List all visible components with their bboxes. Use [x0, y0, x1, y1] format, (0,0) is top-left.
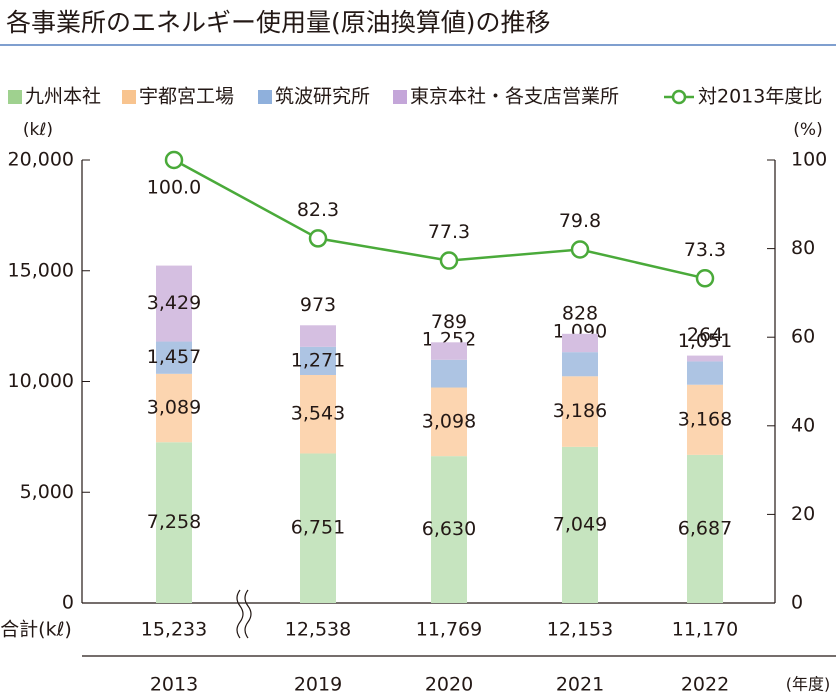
line-label: 73.3 [684, 239, 726, 261]
x-tick-label: 2019 [294, 674, 342, 696]
legend-label: 宇都宮工場 [139, 86, 234, 108]
bar-segment [431, 342, 467, 360]
bar-segment [687, 355, 723, 362]
y-tick-label: 5,000 [20, 481, 74, 503]
legend-label: 九州本社 [25, 86, 101, 108]
y-tick-label: 0 [62, 592, 74, 614]
data-label: 3,098 [422, 410, 476, 432]
total-label: 11,170 [672, 619, 738, 641]
line-marker [164, 150, 184, 170]
data-label: 973 [300, 294, 336, 316]
data-label: 789 [431, 311, 467, 333]
y2-tick-label: 0 [791, 592, 803, 614]
bar-segment [562, 446, 598, 603]
bar-segment [156, 442, 192, 603]
data-label: 1,271 [291, 349, 345, 371]
data-label: 7,049 [553, 513, 607, 535]
y2-tick-label: 20 [791, 503, 815, 525]
total-label: 11,769 [416, 619, 482, 641]
y2-unit: (%) [793, 120, 822, 140]
data-label: 3,168 [678, 408, 732, 430]
totals-label: 合計(kℓ) [0, 619, 72, 641]
legend-label: 筑波研究所 [275, 86, 370, 108]
bar-segment [562, 376, 598, 447]
line-marker [439, 251, 459, 270]
y2-tick-label: 40 [791, 414, 815, 436]
axis-break [236, 589, 252, 639]
legend-swatch [122, 90, 136, 104]
line-label: 77.3 [428, 221, 470, 243]
y-tick-label: 10,000 [8, 370, 74, 392]
data-label: 828 [562, 302, 598, 324]
data-label: 1,457 [147, 346, 201, 368]
data-label: 264 [687, 324, 723, 346]
bar-segment [300, 453, 336, 603]
bar-segment [300, 346, 336, 375]
line-label: 82.3 [297, 199, 339, 221]
legend-swatch [258, 90, 272, 104]
line-label: 79.8 [559, 210, 601, 232]
total-label: 12,153 [547, 619, 613, 641]
y-unit: (kℓ) [23, 120, 53, 140]
x-tick-label: 2021 [556, 674, 604, 696]
x-tick-label: 2020 [425, 674, 473, 696]
bar-segment [562, 333, 598, 353]
y-tick-label: 15,000 [8, 259, 74, 281]
data-label: 6,751 [291, 517, 345, 539]
total-label: 12,538 [285, 619, 351, 641]
bar-segment [156, 341, 192, 374]
data-label: 3,186 [553, 400, 607, 422]
total-label: 15,233 [141, 619, 207, 641]
data-label: 1,051 [678, 330, 732, 352]
bar-segment [156, 265, 192, 342]
bar-segment [300, 374, 336, 454]
data-label: 3,543 [291, 403, 345, 425]
line-series [173, 158, 706, 280]
chart-title: 各事業所のエネルギー使用量(原油換算値)の推移 [6, 8, 551, 37]
legend-label: 東京本社・各支店営業所 [410, 86, 619, 108]
bar-segment [687, 384, 723, 455]
legend-marker [671, 89, 687, 105]
y2-tick-label: 100 [791, 149, 827, 171]
bar-segment [562, 352, 598, 377]
y-tick-label: 20,000 [8, 149, 74, 171]
x-tick-label: 2022 [681, 674, 729, 696]
bar-segment [300, 325, 336, 347]
legend-label: 対2013年度比 [698, 86, 822, 108]
x-unit: (年度) [786, 675, 831, 694]
x-tick-label: 2013 [150, 674, 198, 696]
data-label: 7,258 [147, 511, 201, 533]
data-label: 3,429 [147, 292, 201, 314]
data-label: 6,630 [422, 518, 476, 540]
bar-segment [687, 361, 723, 385]
bar-segment [431, 359, 467, 388]
legend-swatch [393, 90, 407, 104]
data-label: 3,089 [147, 397, 201, 419]
bar-segment [431, 387, 467, 457]
line-marker [308, 229, 328, 248]
legend-swatch [8, 90, 22, 104]
y2-tick-label: 60 [791, 326, 815, 348]
line-marker [570, 240, 590, 259]
data-label: 6,687 [678, 517, 732, 539]
line-label: 100.0 [147, 177, 201, 199]
bar-segment [156, 373, 192, 443]
bar-segment [687, 454, 723, 603]
y2-tick-label: 80 [791, 237, 815, 259]
bar-segment [431, 456, 467, 603]
line-marker [695, 269, 715, 288]
